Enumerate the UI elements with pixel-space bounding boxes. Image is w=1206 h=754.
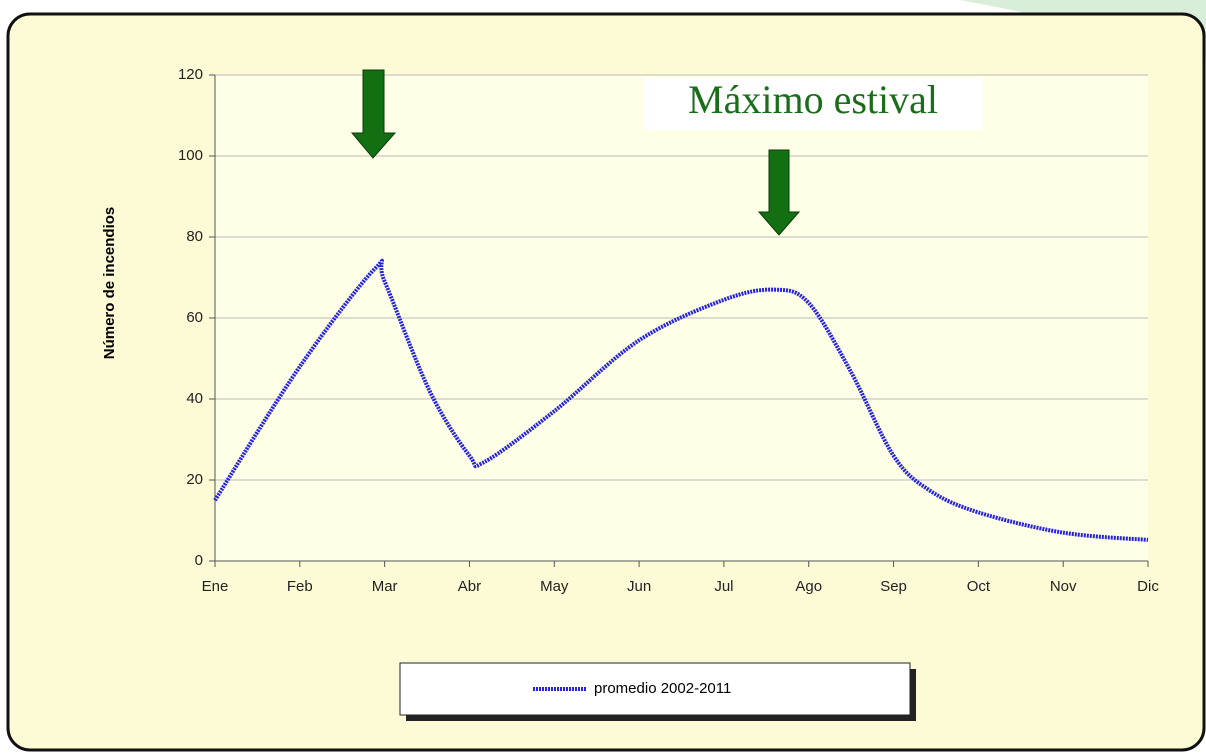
x-tick-label: Jun (627, 578, 651, 595)
legend (399, 662, 911, 716)
x-tick-label: Oct (967, 578, 991, 595)
annotation-box (643, 78, 983, 130)
y-tick-label: 120 (178, 66, 203, 83)
x-tick-label: Nov (1050, 578, 1077, 595)
arrow (350, 69, 397, 159)
y-tick-label: 20 (186, 471, 203, 488)
y-tick-label: 0 (195, 552, 203, 569)
arrow (757, 149, 801, 236)
x-tick-label: Jul (714, 578, 733, 595)
x-tick-label: Dic (1137, 578, 1159, 595)
line (213, 258, 1149, 542)
x-tick-label: Abr (458, 578, 481, 595)
x-tick-label: Sep (880, 578, 907, 595)
legend-label: promedio 2002-2011 (594, 680, 731, 697)
y-tick-label: 100 (178, 147, 203, 164)
x-tick-label: Feb (287, 578, 313, 595)
annotation: Máximo estival (688, 77, 938, 122)
y-tick-label: 60 (186, 309, 203, 326)
x-tick-label: Ene (202, 578, 229, 595)
y-tick-label: 80 (186, 228, 203, 245)
x-tick-label: May (540, 578, 569, 595)
y-tick-label: 40 (186, 390, 203, 407)
x-tick-label: Ago (795, 578, 822, 595)
x-tick-label: Mar (372, 578, 398, 595)
y-axis-label: Número de incendios (101, 207, 118, 360)
